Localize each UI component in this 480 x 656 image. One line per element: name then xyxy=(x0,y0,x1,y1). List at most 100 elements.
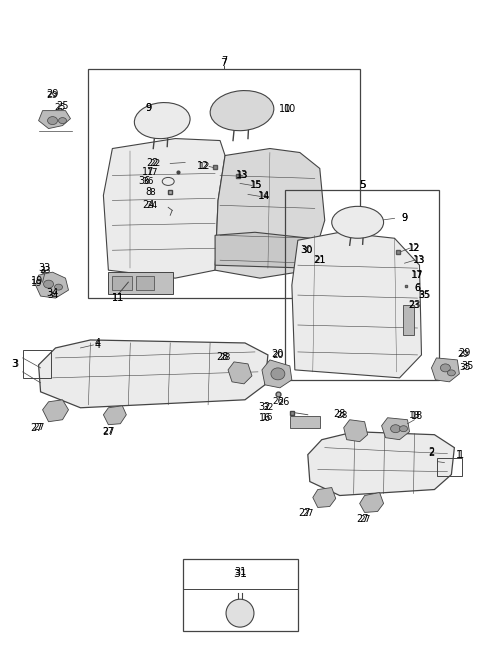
Ellipse shape xyxy=(447,370,456,376)
Text: 27: 27 xyxy=(103,427,114,436)
Text: 35: 35 xyxy=(461,361,474,371)
Text: 10: 10 xyxy=(284,104,296,113)
Text: 33: 33 xyxy=(38,263,51,273)
Text: 2: 2 xyxy=(428,447,434,458)
Text: 17: 17 xyxy=(146,168,158,177)
Polygon shape xyxy=(43,400,69,422)
Text: 7: 7 xyxy=(220,58,228,68)
Text: 5: 5 xyxy=(360,180,366,190)
Text: 27: 27 xyxy=(30,422,43,433)
Text: 33: 33 xyxy=(39,266,50,275)
Text: 25: 25 xyxy=(55,103,66,112)
Polygon shape xyxy=(38,111,71,129)
Text: 27: 27 xyxy=(33,423,44,432)
Text: 24: 24 xyxy=(146,201,158,210)
Text: 16: 16 xyxy=(262,413,274,422)
Text: 14: 14 xyxy=(259,192,271,201)
Polygon shape xyxy=(382,418,409,440)
Ellipse shape xyxy=(210,91,274,131)
Text: 21: 21 xyxy=(313,255,326,265)
Text: 36: 36 xyxy=(138,176,150,186)
Text: 29: 29 xyxy=(457,350,469,359)
Text: 25: 25 xyxy=(56,100,69,111)
Text: 15: 15 xyxy=(251,181,263,190)
Bar xyxy=(403,305,415,335)
Text: 12: 12 xyxy=(408,243,420,253)
Text: 32: 32 xyxy=(259,401,271,412)
Text: 12: 12 xyxy=(199,162,211,171)
Bar xyxy=(88,69,360,298)
Text: 12: 12 xyxy=(197,161,209,171)
Text: 14: 14 xyxy=(258,192,270,201)
Text: 28: 28 xyxy=(334,409,346,419)
Text: 35: 35 xyxy=(418,290,431,300)
Ellipse shape xyxy=(399,426,408,432)
Bar xyxy=(285,190,439,380)
Text: 28: 28 xyxy=(219,354,231,362)
Polygon shape xyxy=(38,340,268,408)
Ellipse shape xyxy=(271,368,285,380)
Text: 29: 29 xyxy=(458,348,470,358)
Text: 4: 4 xyxy=(95,340,100,350)
Text: 23: 23 xyxy=(409,300,420,310)
Text: 24: 24 xyxy=(142,200,155,211)
Text: 19: 19 xyxy=(31,279,42,287)
Text: 29: 29 xyxy=(47,89,59,98)
Polygon shape xyxy=(103,406,126,424)
Text: 27: 27 xyxy=(102,426,115,437)
Text: 26: 26 xyxy=(278,397,290,407)
Text: 7: 7 xyxy=(221,56,227,66)
Text: 1: 1 xyxy=(456,449,462,460)
Text: 19: 19 xyxy=(30,276,43,286)
Polygon shape xyxy=(215,232,310,268)
Text: 27: 27 xyxy=(302,509,313,518)
Text: 17: 17 xyxy=(142,167,155,178)
Text: 16: 16 xyxy=(259,413,271,422)
Bar xyxy=(112,276,132,290)
Text: 15: 15 xyxy=(250,180,262,190)
Polygon shape xyxy=(228,362,252,384)
Text: 18: 18 xyxy=(411,411,424,420)
Text: 22: 22 xyxy=(150,159,161,168)
Text: 35: 35 xyxy=(419,291,430,300)
Text: 10: 10 xyxy=(279,104,291,113)
Polygon shape xyxy=(313,487,336,508)
Polygon shape xyxy=(344,420,368,441)
Text: 11: 11 xyxy=(112,293,124,303)
Text: 2: 2 xyxy=(428,447,434,457)
Text: 13: 13 xyxy=(236,171,248,180)
Text: 18: 18 xyxy=(409,411,420,420)
Text: 20: 20 xyxy=(272,352,284,360)
Text: 23: 23 xyxy=(408,300,420,310)
Text: 9: 9 xyxy=(401,213,408,223)
Text: 13: 13 xyxy=(237,171,249,180)
Bar xyxy=(108,272,173,294)
Bar xyxy=(290,416,320,428)
Text: 22: 22 xyxy=(146,159,158,169)
Ellipse shape xyxy=(134,102,190,138)
Text: 27: 27 xyxy=(356,514,369,524)
Text: 28: 28 xyxy=(336,411,348,420)
Text: 34: 34 xyxy=(47,288,59,298)
Text: 32: 32 xyxy=(262,403,274,412)
Polygon shape xyxy=(292,232,421,378)
Bar xyxy=(183,560,298,631)
Text: 17: 17 xyxy=(411,270,424,280)
Text: 9: 9 xyxy=(145,102,151,113)
Bar xyxy=(23,350,50,378)
Text: 13: 13 xyxy=(414,256,425,265)
Polygon shape xyxy=(432,358,459,382)
Text: 5: 5 xyxy=(359,180,366,190)
Text: 3: 3 xyxy=(12,359,19,369)
Text: 36: 36 xyxy=(143,177,154,186)
Text: 6: 6 xyxy=(415,283,420,293)
Text: 13: 13 xyxy=(413,255,426,265)
Text: 29: 29 xyxy=(47,91,58,100)
Text: 12: 12 xyxy=(409,244,420,253)
Bar xyxy=(136,276,154,290)
Polygon shape xyxy=(308,432,455,495)
Bar xyxy=(437,458,462,476)
Ellipse shape xyxy=(391,424,400,433)
Polygon shape xyxy=(360,493,384,512)
Text: 28: 28 xyxy=(216,352,228,362)
